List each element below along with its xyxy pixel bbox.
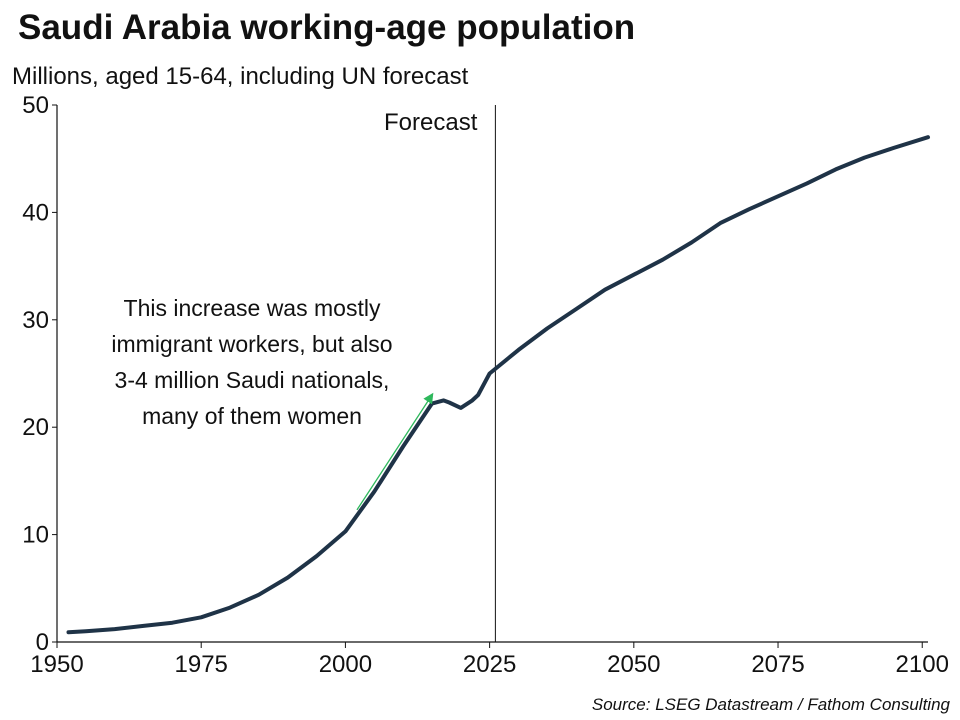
series-line-1 [66, 135, 930, 635]
chart-axes: 0 10 20 30 40 50 1950 1975 2000 2025 2050 2075 2100 [22, 92, 949, 678]
x-tick-label: 2075 [751, 651, 804, 678]
x-tick-label: 2050 [607, 651, 660, 678]
y-tick-label: 30 [22, 307, 49, 334]
chart-subtitle: Millions, aged 15-64, including UN forec… [12, 63, 469, 90]
chart-annotation: This increase was mostly immigrant worker… [111, 295, 434, 511]
y-tick-label: 10 [22, 522, 49, 549]
y-tick-label: 20 [22, 414, 49, 441]
x-tick-label: 1950 [30, 651, 83, 678]
x-tick-label: 2100 [896, 651, 949, 678]
annotation-text-line: many of them women [142, 403, 362, 429]
x-tick-label: 1975 [175, 651, 228, 678]
x-tick-label: 2000 [319, 651, 372, 678]
annotation-arrow [356, 392, 434, 511]
annotation-text-line: immigrant workers, but also [111, 331, 392, 357]
x-tick-label: 2025 [463, 651, 516, 678]
chart-title: Saudi Arabia working-age population [18, 8, 636, 47]
forecast-label: Forecast [384, 109, 478, 136]
source-note: Source: LSEG Datastream / Fathom Consult… [591, 695, 950, 714]
annotation-text-line: This increase was mostly [124, 295, 381, 321]
y-tick-label: 40 [22, 199, 49, 226]
y-tick-label: 50 [22, 92, 49, 119]
chart-series [66, 135, 930, 635]
y-tick-label: 0 [36, 629, 49, 656]
annotation-text-line: 3-4 million Saudi nationals, [115, 367, 390, 393]
forecast-marker: Forecast [384, 105, 496, 642]
